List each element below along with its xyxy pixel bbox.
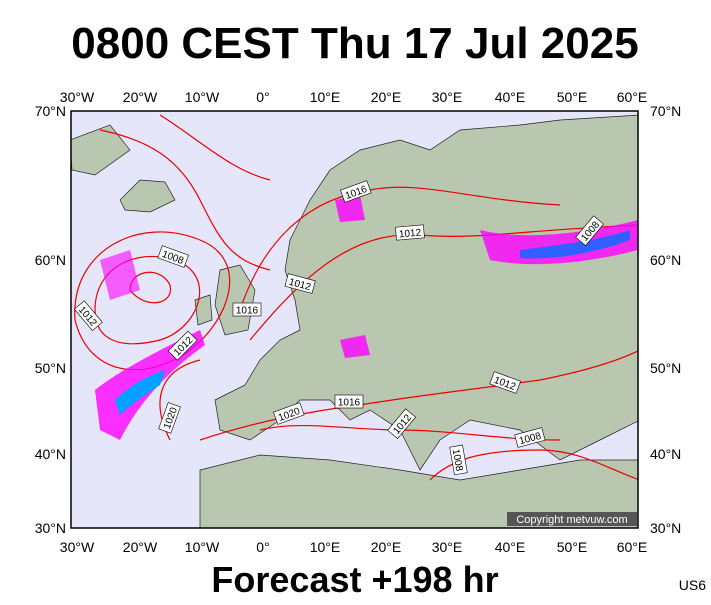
isobar-label: 1016 <box>232 302 262 317</box>
isobar-label-box <box>575 215 605 247</box>
lon-label-bottom: 20°E <box>371 539 402 555</box>
isobar-label-box <box>73 300 103 332</box>
lon-label-top: 60°E <box>617 89 648 105</box>
copyright-box <box>507 512 637 526</box>
graticule-labels: 30°W 30°W 20°W 20°W 10°W 10°W 0° 0° 10°E 10°E 20°E… <box>35 89 682 555</box>
map-frame <box>70 110 639 529</box>
lon-label-top: 10°W <box>185 89 220 105</box>
lon-label-bottom: 60°E <box>617 539 648 555</box>
lon-label-top: 40°E <box>495 89 526 105</box>
isobar-label-box <box>157 245 189 268</box>
isobar-label-box <box>514 427 546 448</box>
lat-label-right: 60°N <box>650 252 681 268</box>
lon-label-bottom: 50°E <box>557 539 588 555</box>
isobar-label-box <box>395 224 425 241</box>
isobar-label-box <box>340 180 372 203</box>
lat-label-left: 60°N <box>35 252 66 268</box>
isobar-label-box <box>387 408 417 440</box>
lat-label-right: 50°N <box>650 360 681 376</box>
isobar-label-box <box>449 444 468 476</box>
lon-label-top: 20°E <box>371 89 402 105</box>
isobar-value: 1008 <box>450 448 465 472</box>
lon-label-bottom: 30°E <box>432 539 463 555</box>
lon-label-top: 30°W <box>60 89 95 105</box>
lon-label-bottom: 10°W <box>185 539 220 555</box>
lat-label-left: 30°N <box>35 520 66 536</box>
isobar-label: 1008 <box>449 444 468 476</box>
isobar-value: 1012 <box>399 228 423 241</box>
isobar-label: 1016 <box>334 394 364 409</box>
lon-label-bottom: 40°E <box>495 539 526 555</box>
isobar-label-box <box>158 402 181 434</box>
lon-label-top: 10°E <box>310 89 341 105</box>
lon-label-top: 50°E <box>557 89 588 105</box>
lon-label-top: 30°E <box>432 89 463 105</box>
lat-label-left: 70°N <box>35 103 66 119</box>
isobar-value: 1016 <box>236 306 259 317</box>
lon-label-top: 20°W <box>123 89 158 105</box>
isobar-label-box <box>489 371 521 394</box>
lon-label-top: 0° <box>256 89 269 105</box>
forecast-label: Forecast +198 hr <box>211 559 498 600</box>
copyright: Copyright metvuw.com <box>516 514 627 526</box>
lat-label-left: 50°N <box>35 360 66 376</box>
lat-label-right: 70°N <box>650 103 681 119</box>
lon-label-bottom: 20°W <box>123 539 158 555</box>
lat-label-left: 40°N <box>35 446 66 462</box>
isobar-label: 1012 <box>395 224 425 241</box>
lon-label-bottom: 30°W <box>60 539 95 555</box>
model-code: US6 <box>679 577 706 593</box>
lon-label-bottom: 0° <box>256 539 269 555</box>
isobar-label-box <box>167 330 198 361</box>
isobar-label-box <box>232 302 262 317</box>
title: 0800 CEST Thu 17 Jul 2025 <box>71 19 638 68</box>
isobar-value: 1016 <box>338 398 361 409</box>
lon-label-bottom: 10°E <box>310 539 341 555</box>
isobar-label-box <box>284 273 316 294</box>
isobar-label-box <box>273 402 305 425</box>
isobar-label-box <box>334 394 364 409</box>
lat-label-right: 30°N <box>650 520 681 536</box>
lat-label-right: 40°N <box>650 446 681 462</box>
